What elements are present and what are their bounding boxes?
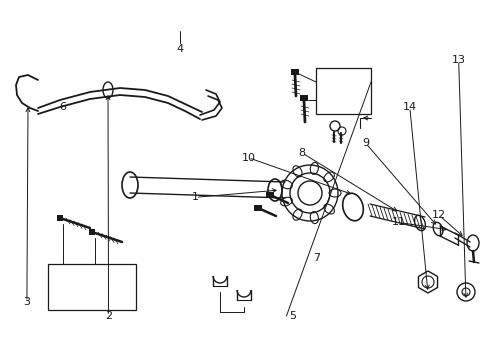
Text: 6: 6: [59, 102, 66, 112]
Bar: [253, 205, 262, 211]
Bar: [57, 215, 63, 221]
Text: 3: 3: [23, 297, 30, 307]
Bar: [315, 68, 370, 114]
Text: 8: 8: [298, 148, 305, 158]
Text: 4: 4: [176, 44, 183, 54]
Bar: [290, 69, 298, 75]
Text: 5: 5: [288, 311, 295, 321]
Text: 12: 12: [431, 210, 445, 220]
Bar: [265, 192, 273, 198]
Text: 9: 9: [362, 138, 368, 148]
Text: 10: 10: [241, 153, 255, 163]
Text: 2: 2: [105, 311, 112, 321]
Bar: [89, 229, 95, 235]
Bar: [48, 264, 136, 310]
Text: 11: 11: [391, 217, 405, 228]
Bar: [299, 95, 307, 101]
Text: 13: 13: [451, 55, 465, 66]
Text: 1: 1: [192, 192, 199, 202]
Text: 14: 14: [402, 102, 416, 112]
Text: 7: 7: [313, 253, 320, 264]
